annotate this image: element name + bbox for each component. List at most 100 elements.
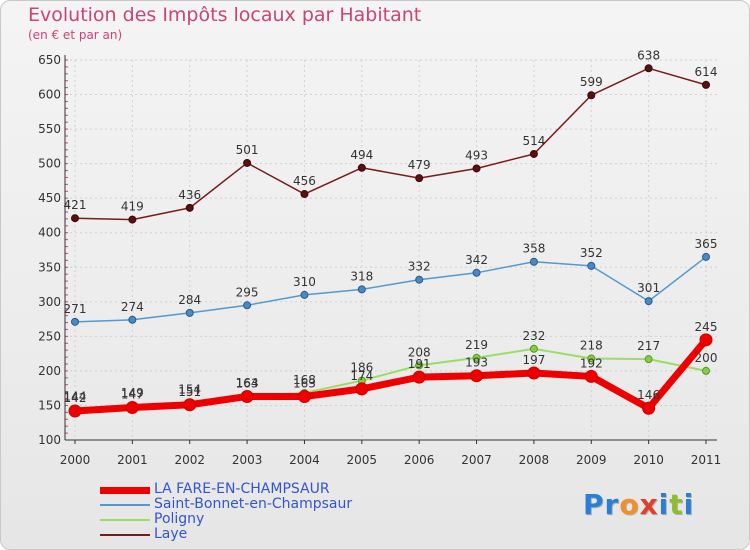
data-point xyxy=(587,91,596,100)
legend-swatch xyxy=(100,534,150,536)
data-point xyxy=(472,353,481,362)
data-label: 342 xyxy=(465,253,488,267)
data-label: 421 xyxy=(64,198,87,212)
data-label: 151 xyxy=(178,385,201,399)
data-point xyxy=(644,64,653,73)
data-point xyxy=(185,308,194,317)
data-label: 365 xyxy=(695,237,718,251)
data-point xyxy=(183,398,197,412)
data-label: 332 xyxy=(408,260,431,274)
y-tick-label: 400 xyxy=(38,226,61,240)
legend-label: Poligny xyxy=(154,511,205,527)
data-point xyxy=(702,252,710,261)
data-label: 192 xyxy=(580,356,603,370)
data-label: 274 xyxy=(121,300,144,314)
axes: 100 150 200 250 300 350 400 450 500 550 600 650 2000… xyxy=(38,53,721,467)
data-point xyxy=(412,370,426,384)
data-point xyxy=(529,257,538,266)
legend-label: Saint-Bonnet-en-Champsaur xyxy=(154,496,353,512)
logo-letter: i xyxy=(658,488,670,521)
data-point xyxy=(243,158,252,167)
x-tick-label: 2005 xyxy=(347,453,378,467)
data-label: 358 xyxy=(522,242,545,256)
data-label: 154 xyxy=(178,383,201,397)
data-point xyxy=(529,344,538,353)
x-tick-label: 2007 xyxy=(461,453,492,467)
x-tick-label: 2009 xyxy=(576,453,607,467)
data-point xyxy=(472,268,481,277)
series-laye: 421 419 436 501 456 494 479 493 514 599 638 614 xyxy=(64,48,717,224)
data-point xyxy=(300,290,309,299)
data-label: 174 xyxy=(350,369,373,383)
series-line xyxy=(74,347,707,411)
x-tick-label: 2004 xyxy=(289,453,320,467)
data-point xyxy=(68,404,82,418)
data-label: 284 xyxy=(178,293,201,307)
logo-letter: r xyxy=(604,488,620,521)
legend-swatch xyxy=(100,504,150,506)
data-point xyxy=(644,297,653,306)
data-label: 193 xyxy=(465,356,488,370)
data-point xyxy=(240,389,254,403)
data-label: 514 xyxy=(522,134,545,148)
data-point xyxy=(185,203,194,212)
x-tick-label: 2003 xyxy=(232,453,263,467)
data-point xyxy=(470,369,484,383)
x-tick-label: 2006 xyxy=(404,453,435,467)
data-label: 219 xyxy=(465,338,488,352)
data-point xyxy=(355,382,369,396)
data-point xyxy=(472,164,481,173)
data-label: 142 xyxy=(64,391,87,405)
data-label: 163 xyxy=(293,376,316,390)
data-label: 218 xyxy=(580,338,603,352)
series-line xyxy=(74,67,707,221)
data-label: 494 xyxy=(350,148,373,162)
data-point xyxy=(644,355,653,364)
data-point xyxy=(415,275,424,284)
data-label: 493 xyxy=(465,148,488,162)
y-tick-label: 550 xyxy=(38,122,61,136)
data-label: 232 xyxy=(522,329,545,343)
data-point xyxy=(642,401,656,415)
data-label: 200 xyxy=(695,351,718,365)
data-label: 479 xyxy=(408,158,431,172)
x-tick-label: 2008 xyxy=(519,453,550,467)
legend-swatch xyxy=(100,486,150,494)
data-label: 217 xyxy=(637,339,660,353)
data-point xyxy=(71,214,79,223)
data-point xyxy=(243,301,252,310)
x-tick-label: 2002 xyxy=(174,453,205,467)
series-line xyxy=(74,337,709,415)
data-label: 271 xyxy=(64,302,87,316)
data-label: 310 xyxy=(293,275,316,289)
logo-letter: i xyxy=(683,488,695,521)
y-tick-label: 650 xyxy=(38,53,61,67)
data-point xyxy=(584,369,598,383)
data-point xyxy=(587,354,596,363)
data-label: 301 xyxy=(637,281,660,295)
logo-letter: x xyxy=(639,488,659,521)
data-point xyxy=(297,389,311,403)
chart-subtitle: (en € et par an) xyxy=(28,28,123,42)
data-label: 191 xyxy=(408,357,431,371)
data-point xyxy=(699,333,713,347)
data-label: 164 xyxy=(236,376,259,390)
data-label: 352 xyxy=(580,246,603,260)
data-point xyxy=(357,163,366,172)
data-label: 638 xyxy=(637,48,660,62)
data-label: 245 xyxy=(695,320,718,334)
data-label: 599 xyxy=(580,75,603,89)
data-point xyxy=(300,190,309,199)
data-label: 163 xyxy=(236,376,259,390)
y-tick-label: 250 xyxy=(38,329,61,343)
y-tick-label: 500 xyxy=(38,157,61,171)
legend-label: LA FARE-EN-CHAMPSAUR xyxy=(154,481,330,497)
data-point xyxy=(702,366,710,375)
x-tick-label: 2011 xyxy=(691,453,722,467)
data-label: 147 xyxy=(121,388,144,402)
data-point xyxy=(702,80,710,89)
y-tick-label: 600 xyxy=(38,88,61,102)
data-label: 208 xyxy=(408,345,431,359)
data-label: 197 xyxy=(522,353,545,367)
